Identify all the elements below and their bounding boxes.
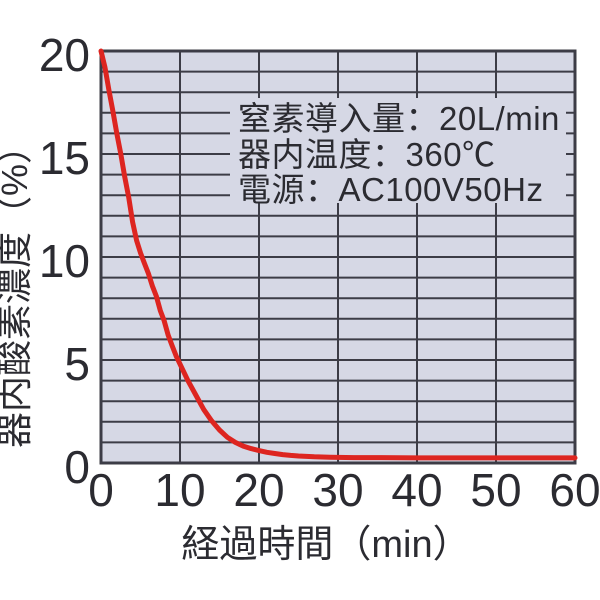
x-tick-label: 40 [391, 464, 442, 516]
x-axis-label: 経過時間（min） [181, 524, 470, 566]
annotation-background [230, 98, 566, 203]
annotation-line-chamber-temperature: 器内温度：360℃ [238, 136, 496, 173]
plot-frame [99, 49, 577, 465]
y-tick-label: 20 [39, 29, 90, 81]
y-tick-label: 0 [64, 441, 90, 493]
oxygen-concentration-curve [98, 48, 578, 461]
x-tick-label: 20 [233, 464, 284, 516]
tick-labels: 0 10 20 30 40 50 60 0 5 10 15 20 [39, 29, 600, 516]
annotation-box: 窒素導入量：20L/min 器内温度：360℃ 電源：AC100V50Hz [230, 98, 566, 208]
y-tick-label: 10 [39, 235, 90, 287]
y-axis-label: 器内酸素濃度（%） [0, 128, 35, 448]
annotation-line-power-supply: 電源：AC100V50Hz [238, 171, 543, 208]
y-tick-label: 5 [64, 338, 90, 390]
annotation-line-nitrogen-flow: 窒素導入量：20L/min [238, 100, 560, 137]
y-tick-label: 15 [39, 132, 90, 184]
plot-border [99, 49, 577, 465]
x-tick-label: 10 [154, 464, 205, 516]
x-tick-label: 30 [312, 464, 363, 516]
x-tick-label: 50 [470, 464, 521, 516]
x-tick-label: 0 [88, 464, 114, 516]
curve-layer [98, 48, 578, 461]
x-tick-label: 60 [549, 464, 600, 516]
